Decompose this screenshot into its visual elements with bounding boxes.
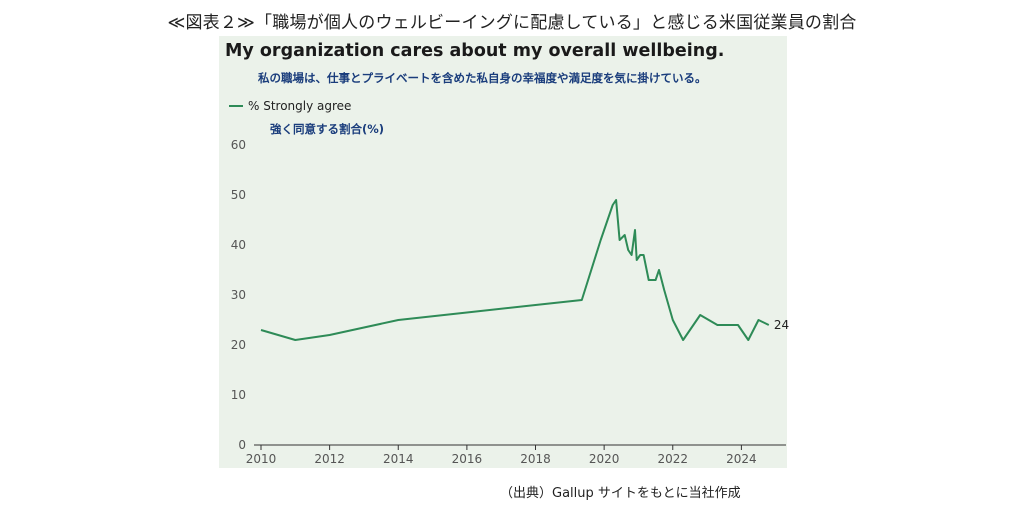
legend-label: % Strongly agree [248, 99, 352, 113]
end-value-label: 24 [774, 318, 789, 332]
axes [254, 444, 786, 450]
x-tick-label: 2012 [314, 452, 345, 466]
chart-subtitle: 私の職場は、仕事とプライベートを含めた私自身の幸福度や満足度を気に掛けている。 [258, 71, 707, 85]
legend-swatch [229, 105, 243, 107]
y-tick-label: 20 [231, 338, 246, 352]
y-tick-label: 40 [231, 238, 246, 252]
chart-title: My organization cares about my overall w… [225, 41, 725, 61]
series-layer: 24 [260, 199, 789, 341]
y-tick-label: 50 [231, 188, 246, 202]
source-note: （出典）Gallup サイトをもとに当社作成 [500, 486, 741, 501]
x-tick-label: 2022 [657, 452, 688, 466]
legend-japanese-label: 強く同意する割合(%) [270, 122, 385, 136]
x-tick-label: 2014 [383, 452, 414, 466]
x-tick-label: 2020 [589, 452, 620, 466]
x-tick-label: 2016 [452, 452, 483, 466]
y-tick-label: 60 [231, 138, 246, 152]
y-tick-label: 30 [231, 288, 246, 302]
tick-labels: 0 10 20 30 40 50 60 2010 2012 2014 2016 2018 2020 202… [231, 138, 757, 466]
series-line-strongly-agree [260, 199, 770, 341]
chart-panel [219, 36, 787, 468]
x-tick-label: 2024 [726, 452, 757, 466]
legend: % Strongly agree [229, 99, 351, 113]
figure-caption: ≪図表２≫「職場が個人のウェルビーイングに配慮している」と感じる米国従業員の割合 [167, 13, 857, 33]
y-tick-label: 0 [238, 438, 246, 452]
x-tick-label: 2018 [520, 452, 551, 466]
y-tick-label: 10 [231, 388, 246, 402]
x-tick-label: 2010 [246, 452, 277, 466]
